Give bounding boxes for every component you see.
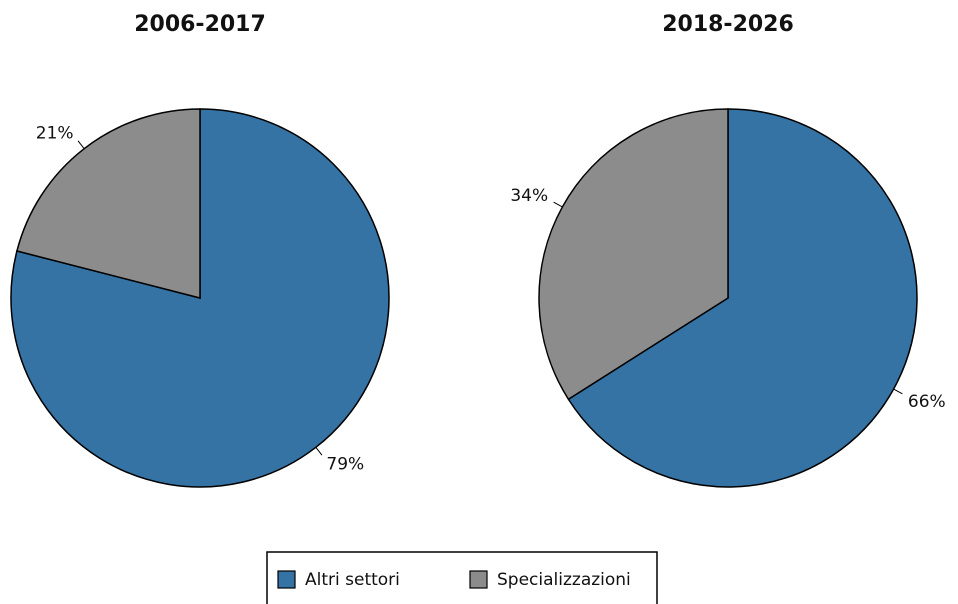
legend-swatch — [277, 570, 296, 589]
pie-slice — [567, 108, 918, 488]
leader-line — [553, 201, 563, 208]
chart-title: 2018-2026 — [662, 12, 794, 37]
pie-slice — [538, 108, 729, 401]
leader-line — [315, 447, 323, 456]
leader-line — [893, 388, 903, 395]
chart-title: 2006-2017 — [134, 12, 266, 37]
data-label: 34% — [510, 186, 548, 206]
data-label: 66% — [908, 392, 946, 412]
legend-label: Specializzazioni — [497, 570, 631, 590]
legend-swatch — [469, 570, 488, 589]
legend-box — [266, 551, 658, 604]
pie-slice — [16, 108, 201, 299]
legend-label: Altri settori — [305, 570, 400, 590]
data-label: 21% — [36, 124, 74, 144]
leader-line — [77, 140, 85, 149]
data-label: 79% — [326, 454, 364, 474]
